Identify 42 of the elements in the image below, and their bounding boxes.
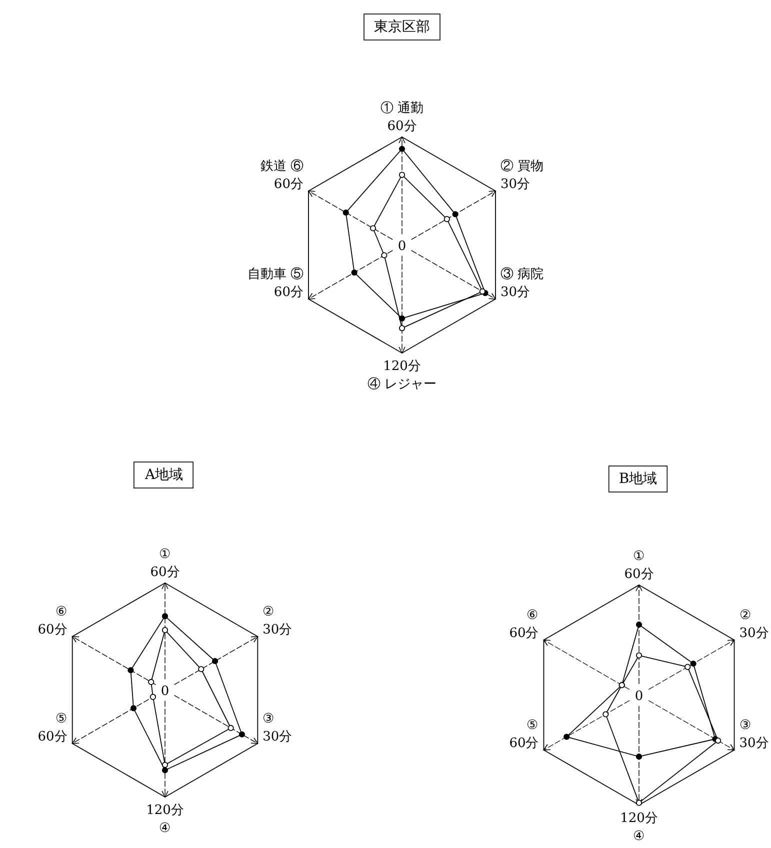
text: 60分: [274, 177, 304, 192]
text: 60分: [624, 567, 654, 582]
text: 30分: [739, 626, 769, 641]
chart-title: A地域: [144, 467, 184, 483]
text: 60分: [38, 622, 68, 638]
spoke-label: ② 買物: [500, 159, 544, 174]
text: 0: [634, 689, 644, 704]
spoke-label: ⑥: [526, 608, 539, 623]
text: 0: [398, 239, 406, 254]
chart-title: B地域: [618, 471, 658, 487]
spoke-label: ④: [159, 821, 171, 836]
text: 0: [160, 684, 170, 699]
text: 30分: [262, 730, 292, 744]
spoke-label: ③: [262, 712, 275, 726]
chart-title: 東京区部: [374, 19, 430, 35]
text: 30分: [262, 622, 292, 638]
spoke-label: ⑥: [55, 604, 68, 620]
spoke-label: ③ 病院: [500, 267, 544, 282]
spoke-label: ①: [633, 549, 645, 564]
spoke-label: ②: [739, 608, 752, 623]
spoke-label: 自動車 ⑤: [247, 267, 304, 282]
text: 60分: [509, 626, 539, 641]
spoke-label: ①: [159, 547, 171, 562]
text: 60分: [509, 736, 539, 751]
spoke-label: ④ レジャー: [367, 377, 437, 392]
spoke-label: ③: [739, 718, 752, 733]
text: 120分: [383, 359, 421, 374]
text: 60分: [274, 285, 304, 300]
spoke-label: ① 通勤: [380, 101, 424, 116]
spoke-label: 鉄道 ⑥: [260, 159, 304, 174]
spoke-label: ⑤: [55, 712, 68, 726]
spoke-label: ④: [633, 829, 645, 844]
text: 30分: [500, 285, 530, 300]
spoke-label: ⑤: [526, 718, 539, 733]
spoke-label: ②: [262, 604, 275, 620]
text: 30分: [739, 736, 769, 751]
text: 60分: [387, 119, 417, 134]
text: 120分: [146, 803, 184, 818]
text: 60分: [150, 565, 180, 580]
text: 30分: [500, 177, 530, 192]
text: 60分: [38, 730, 68, 744]
text: 120分: [620, 811, 658, 826]
